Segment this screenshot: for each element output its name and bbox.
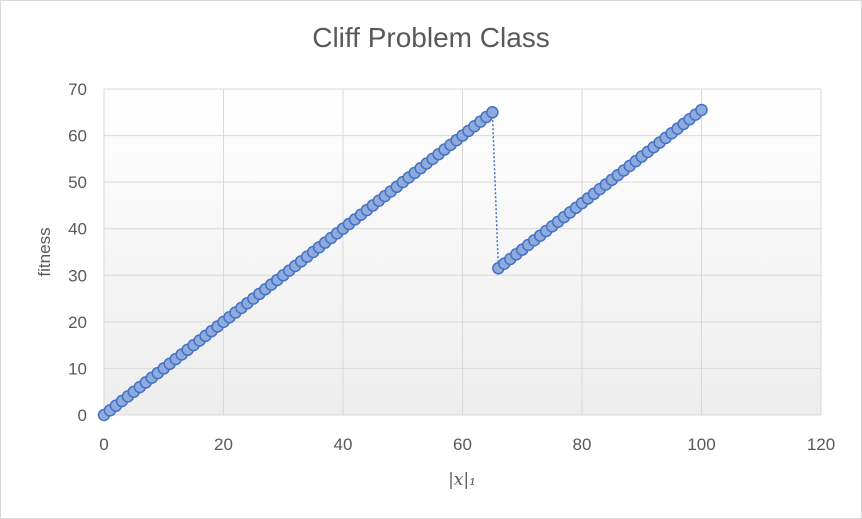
- y-tick-label: 50: [68, 173, 87, 192]
- x-tick-label: 60: [453, 435, 472, 454]
- x-tick-label: 20: [214, 435, 233, 454]
- data-point: [486, 106, 499, 119]
- y-axis-title: fitness: [35, 227, 54, 276]
- x-tick-label: 40: [334, 435, 353, 454]
- y-tick-label: 10: [68, 359, 87, 378]
- y-tick-label: 30: [68, 266, 87, 285]
- x-tick-labels: 0 20 40 60 80 100 120: [99, 435, 835, 454]
- x-tick-label: 80: [573, 435, 592, 454]
- data-points: [97, 103, 708, 422]
- y-tick-label: 60: [68, 127, 87, 146]
- gridlines: [103, 88, 822, 416]
- y-tick-label: 40: [68, 220, 87, 239]
- x-tick-label: 0: [99, 435, 108, 454]
- x-tick-label: 100: [687, 435, 715, 454]
- y-tick-label: 20: [68, 313, 87, 332]
- y-tick-label: 0: [78, 406, 87, 425]
- data-point: [695, 103, 708, 117]
- x-tick-label: 120: [807, 435, 835, 454]
- y-tick-label: 70: [68, 80, 87, 99]
- x-axis-title: |x|₁: [448, 470, 476, 490]
- chart-title: Cliff Problem Class: [312, 22, 550, 53]
- y-tick-labels: 0 10 20 30 40 50 60 70: [68, 80, 87, 425]
